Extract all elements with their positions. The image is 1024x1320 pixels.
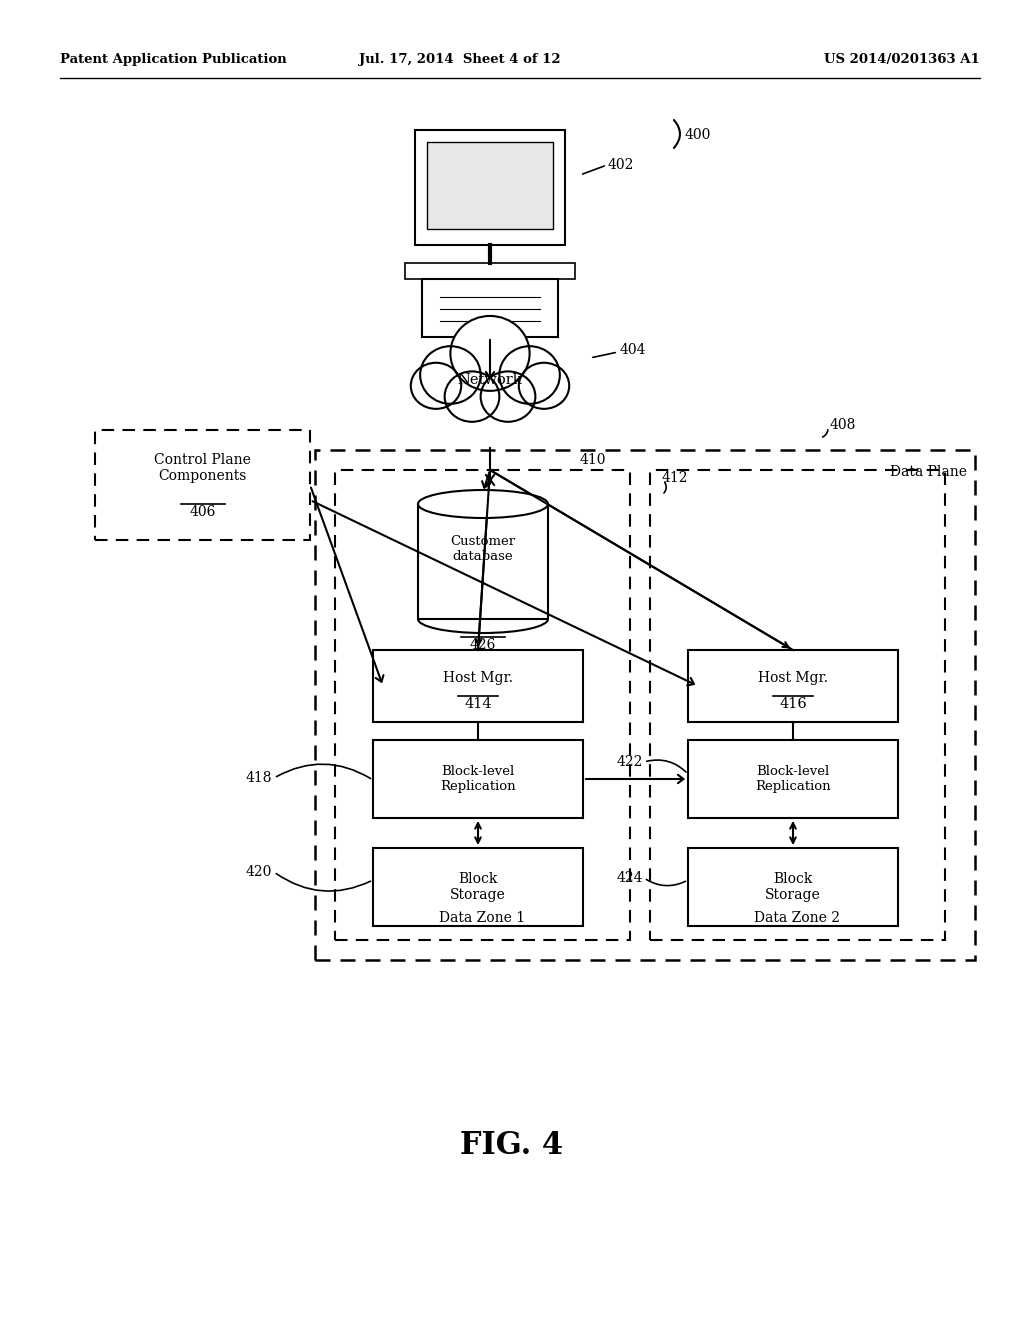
Text: 424: 424 xyxy=(616,871,643,884)
Text: Block
Storage: Block Storage xyxy=(451,873,506,902)
Ellipse shape xyxy=(519,363,569,409)
Ellipse shape xyxy=(444,371,500,422)
Text: 402: 402 xyxy=(608,158,635,172)
Text: Jul. 17, 2014  Sheet 4 of 12: Jul. 17, 2014 Sheet 4 of 12 xyxy=(359,54,561,66)
Ellipse shape xyxy=(480,371,536,422)
Bar xyxy=(418,504,548,619)
Text: Block-level
Replication: Block-level Replication xyxy=(755,766,830,793)
Text: Network: Network xyxy=(458,374,522,387)
Bar xyxy=(406,263,575,279)
Text: Data Plane: Data Plane xyxy=(890,465,967,479)
Ellipse shape xyxy=(451,315,529,391)
Ellipse shape xyxy=(411,363,461,409)
Text: 400: 400 xyxy=(685,128,712,143)
Bar xyxy=(422,279,558,337)
Text: 406: 406 xyxy=(189,506,216,519)
Bar xyxy=(315,450,975,960)
Text: 426: 426 xyxy=(470,638,497,652)
Text: 418: 418 xyxy=(246,771,272,785)
Text: Patent Application Publication: Patent Application Publication xyxy=(60,54,287,66)
Text: Block
Storage: Block Storage xyxy=(765,873,821,902)
Bar xyxy=(95,430,310,540)
Text: Customer
database: Customer database xyxy=(451,535,515,564)
Text: 404: 404 xyxy=(620,343,646,356)
Text: 420: 420 xyxy=(246,865,272,879)
Text: 416: 416 xyxy=(779,697,807,711)
Text: 422: 422 xyxy=(616,755,643,770)
Bar xyxy=(373,847,583,927)
Text: 408: 408 xyxy=(830,418,856,432)
Bar xyxy=(688,741,898,818)
Bar xyxy=(415,129,565,246)
Bar xyxy=(335,470,630,940)
Bar xyxy=(688,649,898,722)
Ellipse shape xyxy=(500,346,560,404)
Text: Data Zone 2: Data Zone 2 xyxy=(755,911,841,925)
Text: Data Zone 1: Data Zone 1 xyxy=(439,911,525,925)
Ellipse shape xyxy=(420,346,480,404)
Bar xyxy=(650,470,945,940)
Text: 414: 414 xyxy=(464,697,492,711)
Text: Host Mgr.: Host Mgr. xyxy=(758,671,828,685)
Bar xyxy=(373,649,583,722)
Text: 412: 412 xyxy=(662,471,688,484)
Text: US 2014/0201363 A1: US 2014/0201363 A1 xyxy=(824,54,980,66)
Bar xyxy=(427,143,553,228)
Text: Host Mgr.: Host Mgr. xyxy=(443,671,513,685)
Text: Control Plane
Components: Control Plane Components xyxy=(154,453,251,483)
Text: FIG. 4: FIG. 4 xyxy=(461,1130,563,1160)
Bar xyxy=(688,847,898,927)
Text: Block-level
Replication: Block-level Replication xyxy=(440,766,516,793)
Bar xyxy=(373,741,583,818)
Ellipse shape xyxy=(418,490,548,517)
Text: 410: 410 xyxy=(580,453,606,467)
